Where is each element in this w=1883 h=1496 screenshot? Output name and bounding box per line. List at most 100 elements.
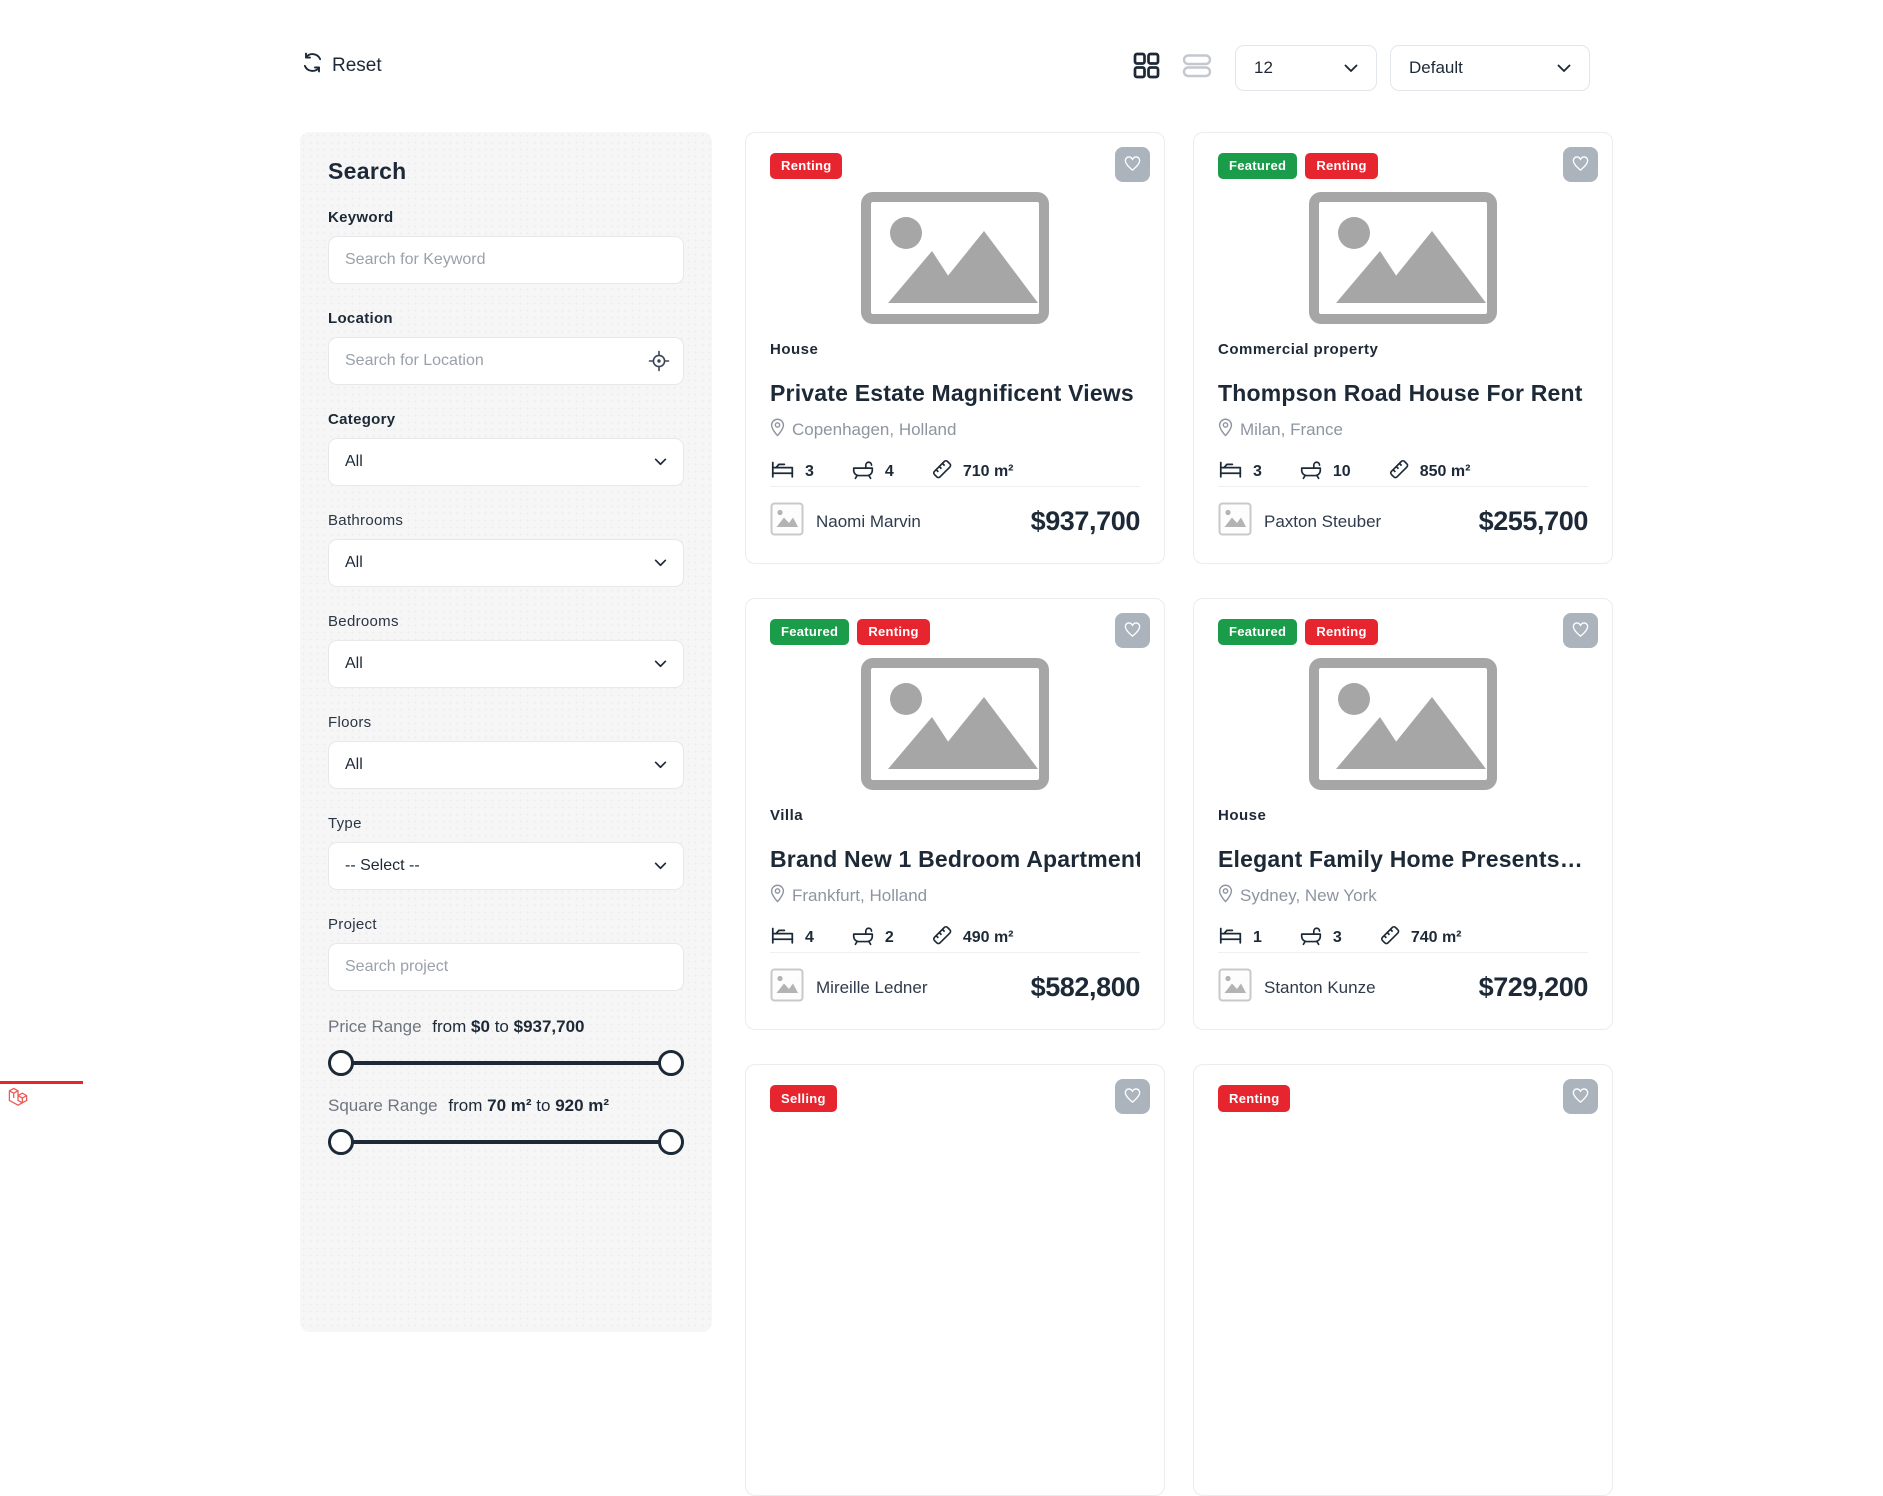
sort-select[interactable]: Default (1390, 45, 1590, 91)
area-stat: 740 m² (1378, 923, 1462, 952)
property-price: $937,700 (1030, 506, 1141, 536)
area-stat: 490 m² (930, 923, 1014, 952)
favorite-button[interactable] (1563, 613, 1598, 648)
bath-icon (850, 458, 876, 486)
map-pin-icon (1218, 418, 1233, 442)
ruler-icon (1387, 457, 1411, 486)
price-range-from: $0 (471, 1017, 490, 1036)
price-slider-max-handle[interactable] (658, 1050, 684, 1076)
agent[interactable]: Naomi Marvin (770, 502, 921, 541)
property-title[interactable]: Elegant Family Home Presents… (1218, 845, 1583, 872)
debugbar-divider (0, 1081, 83, 1084)
agent-avatar-placeholder (770, 968, 804, 1007)
ruler-icon (1378, 923, 1402, 952)
ruler-icon (930, 923, 954, 952)
property-card[interactable]: Renting House Private Estate Magnificent… (745, 132, 1165, 564)
area-stat: 710 m² (930, 457, 1014, 486)
category-select[interactable]: All (328, 438, 684, 486)
floors-select[interactable]: All (328, 741, 684, 789)
agent[interactable]: Stanton Kunze (1218, 968, 1376, 1007)
baths-stat: 4 (850, 458, 894, 486)
property-category: Commercial property (1218, 340, 1379, 358)
bathrooms-value: All (345, 554, 363, 571)
status-badge: Selling (770, 1085, 837, 1112)
reset-icon (302, 52, 323, 79)
reset-button[interactable]: Reset (302, 52, 382, 79)
favorite-button[interactable] (1115, 613, 1150, 648)
property-card-partial[interactable]: Selling (745, 1064, 1165, 1496)
bathrooms-select[interactable]: All (328, 539, 684, 587)
bed-icon (770, 925, 796, 951)
laravel-logo-icon[interactable] (7, 1087, 30, 1115)
price-slider-min-handle[interactable] (328, 1050, 354, 1076)
agent[interactable]: Paxton Steuber (1218, 502, 1381, 541)
status-badge: Renting (770, 153, 843, 179)
badge-row: Featured Renting (1218, 619, 1588, 645)
heart-icon (1123, 154, 1142, 175)
badge-row: Selling (770, 1085, 1140, 1112)
featured-badge: Featured (1218, 619, 1298, 645)
property-title[interactable]: Private Estate Magnificent Views (770, 379, 1134, 406)
per-page-select[interactable]: 12 (1235, 45, 1377, 91)
square-range-to: 920 m² (555, 1096, 610, 1115)
property-price: $729,200 (1478, 972, 1589, 1002)
locate-crosshair-icon[interactable] (648, 350, 670, 377)
price-slider-track (330, 1061, 682, 1065)
map-pin-icon (770, 884, 785, 908)
badge-row: Featured Renting (770, 619, 1140, 645)
location-label: Location (328, 310, 393, 327)
bathrooms-label: Bathrooms (328, 512, 404, 529)
favorite-button[interactable] (1115, 1079, 1150, 1114)
square-range-slider[interactable] (328, 1129, 684, 1155)
property-location: Sydney, New York (1240, 886, 1377, 905)
baths-stat: 10 (1298, 458, 1351, 486)
property-card[interactable]: Featured Renting House Elegant Family Ho… (1193, 598, 1613, 1030)
status-badge: Renting (1305, 619, 1378, 645)
reset-label: Reset (332, 54, 382, 76)
type-value: -- Select -- (345, 857, 420, 874)
bedrooms-value: All (345, 655, 363, 672)
badge-row: Renting (770, 153, 1140, 179)
beds-stat: 4 (770, 925, 814, 951)
badge-row: Renting (1218, 1085, 1588, 1112)
grid-view-button[interactable] (1132, 51, 1161, 83)
bedrooms-select[interactable]: All (328, 640, 684, 688)
keyword-field: Keyword (328, 209, 684, 284)
per-page-value: 12 (1254, 58, 1273, 77)
property-title[interactable]: Brand New 1 Bedroom Apartment In… (770, 845, 1140, 872)
project-input[interactable] (328, 943, 684, 991)
square-slider-min-handle[interactable] (328, 1129, 354, 1155)
bed-icon (1218, 459, 1244, 485)
list-view-button[interactable] (1181, 51, 1213, 83)
type-select[interactable]: -- Select -- (328, 842, 684, 890)
favorite-button[interactable] (1563, 147, 1598, 182)
favorite-button[interactable] (1563, 1079, 1598, 1114)
price-range-block: Price Range from $0 to $937,700 (328, 1017, 684, 1076)
type-label: Type (328, 815, 362, 832)
property-category: House (770, 340, 819, 358)
ruler-icon (930, 457, 954, 486)
bedrooms-label: Bedrooms (328, 613, 399, 630)
property-card[interactable]: Featured Renting Commercial property Tho… (1193, 132, 1613, 564)
agent-name: Naomi Marvin (816, 511, 921, 531)
property-card-partial[interactable]: Renting (1193, 1064, 1613, 1496)
featured-badge: Featured (770, 619, 850, 645)
beds-stat: 3 (770, 459, 814, 485)
heart-icon (1123, 1086, 1142, 1107)
square-range-from: 70 m² (487, 1096, 532, 1115)
agent-name: Paxton Steuber (1264, 511, 1382, 531)
property-title[interactable]: Thompson Road House For Rent (1218, 379, 1583, 406)
chevron-down-icon (654, 554, 667, 572)
heart-icon (1571, 1086, 1590, 1107)
agent[interactable]: Mireille Ledner (770, 968, 928, 1007)
location-input[interactable] (328, 337, 684, 385)
price-range-slider[interactable] (328, 1050, 684, 1076)
chevron-down-icon (654, 857, 667, 875)
chevron-down-icon (1344, 58, 1358, 78)
keyword-input[interactable] (328, 236, 684, 284)
chevron-down-icon (654, 453, 667, 471)
favorite-button[interactable] (1115, 147, 1150, 182)
property-image-placeholder (1308, 191, 1498, 325)
property-card[interactable]: Featured Renting Villa Brand New 1 Bedro… (745, 598, 1165, 1030)
square-slider-max-handle[interactable] (658, 1129, 684, 1155)
